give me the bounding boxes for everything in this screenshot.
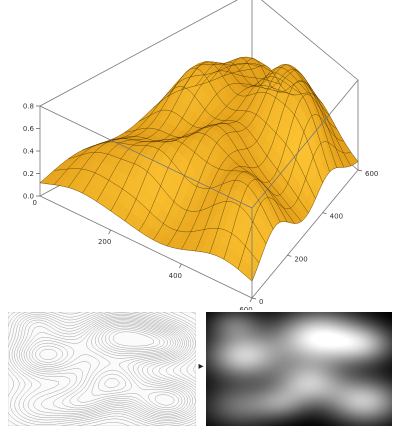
z-tick-label: 0.8 xyxy=(23,103,34,111)
mesh-line xyxy=(124,84,295,222)
mesh-line xyxy=(237,58,352,166)
z-tick-label: 0.6 xyxy=(23,125,35,133)
heatmap-plot xyxy=(206,312,392,426)
y-tick-label: 400 xyxy=(330,213,343,221)
mesh-line xyxy=(209,61,338,168)
mesh-line xyxy=(237,141,351,270)
mesh-line xyxy=(209,94,337,254)
mesh-line xyxy=(181,61,323,183)
mesh-line xyxy=(68,152,267,245)
y-tick-label: 200 xyxy=(294,255,307,263)
mesh-line xyxy=(167,67,316,199)
z-tick-label: 0.4 xyxy=(23,148,35,156)
x-tick-mark xyxy=(108,229,111,235)
x-tick-label: 600 xyxy=(239,306,252,310)
mesh-line xyxy=(124,124,295,224)
mesh-line xyxy=(251,161,359,282)
mesh-line xyxy=(39,68,253,183)
y-tick-mark xyxy=(287,254,292,257)
mesh-line xyxy=(96,138,281,223)
box-edge xyxy=(39,0,238,107)
surface-faces xyxy=(39,56,359,282)
mesh-line xyxy=(181,69,323,250)
heatmap-canvas xyxy=(206,312,392,426)
x-tick-mark xyxy=(179,263,182,269)
z-tick-label: 0.0 xyxy=(23,193,34,201)
axis-ticks: 200 400 600 0 0 200 400 600 0.0 0.2 0.4 0.6 0.8 xyxy=(23,103,379,311)
z-tick-label: 0.2 xyxy=(23,170,34,178)
box-edge xyxy=(39,195,253,299)
x-tick-label: 400 xyxy=(169,272,182,280)
mesh-line xyxy=(195,62,330,172)
mesh-line xyxy=(54,168,260,264)
y-tick-mark xyxy=(322,212,327,215)
box-front-edges xyxy=(39,79,359,299)
x-tick-label: 200 xyxy=(98,238,111,246)
x-tick-mark xyxy=(249,297,253,303)
mesh-line xyxy=(195,80,330,252)
mesh-line xyxy=(110,82,288,212)
box-edge xyxy=(261,0,359,81)
mesh-line xyxy=(82,61,274,194)
mesh-line xyxy=(53,63,260,185)
mesh-line xyxy=(96,70,281,202)
contour-lines xyxy=(7,311,197,427)
y-tick-label: 600 xyxy=(365,170,378,178)
surface-plot: 200 400 600 0 0 200 400 600 0.0 0.2 0.4 0.6 0.8 xyxy=(23,0,379,311)
mesh-line xyxy=(251,65,359,162)
mesh-line xyxy=(152,86,309,214)
x-tick-label: 0 xyxy=(33,199,37,207)
mesh-line xyxy=(223,57,345,168)
mesh-line xyxy=(152,67,309,240)
contour-plot xyxy=(7,311,197,427)
mesh-line xyxy=(167,64,316,247)
arrow-icon: ▸ xyxy=(198,361,204,372)
mesh-line xyxy=(68,56,267,188)
box-edge xyxy=(251,169,359,299)
box-edge xyxy=(39,105,253,209)
mesh-line xyxy=(39,182,253,282)
y-tick-mark xyxy=(251,297,257,300)
y-tick-mark xyxy=(357,169,363,172)
y-tick-label: 0 xyxy=(259,298,263,306)
box-edge xyxy=(251,79,359,209)
mesh-line xyxy=(138,109,302,222)
